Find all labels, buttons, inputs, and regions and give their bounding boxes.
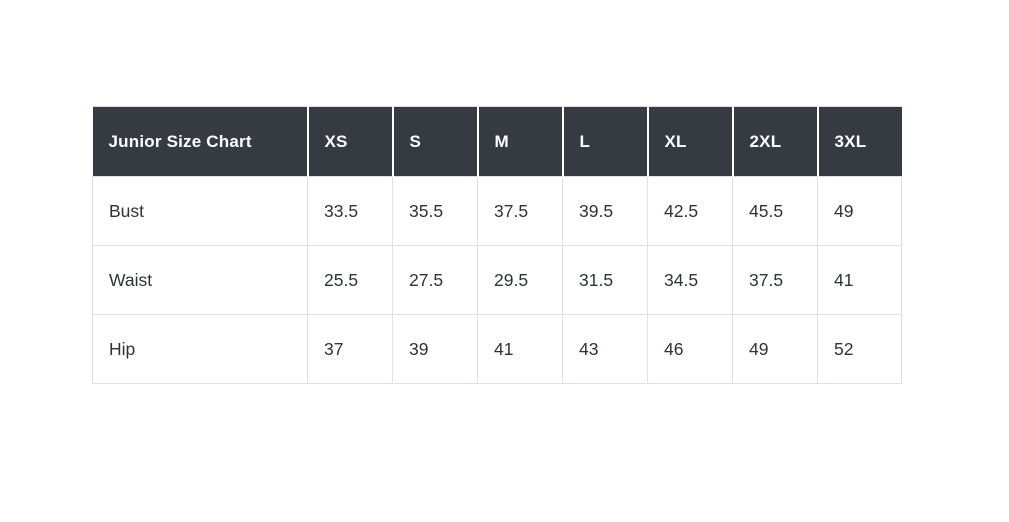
row-label-hip: Hip — [92, 314, 308, 384]
header-cell-3xl: 3XL — [817, 106, 902, 177]
table-cell: 37 — [307, 314, 393, 384]
header-cell-s: S — [392, 106, 479, 177]
table-cell: 35.5 — [392, 176, 478, 246]
header-cell-2xl: 2XL — [732, 106, 819, 177]
table-cell: 52 — [817, 314, 902, 384]
table-body: Bust 33.5 35.5 37.5 39.5 42.5 45.5 49 Wa… — [92, 176, 902, 384]
table-header: Junior Size Chart XS S M L XL 2XL 3XL — [92, 106, 902, 177]
table-row-waist: Waist 25.5 27.5 29.5 31.5 34.5 37.5 41 — [92, 245, 902, 315]
table-row-hip: Hip 37 39 41 43 46 49 52 — [92, 314, 902, 384]
table-cell: 41 — [477, 314, 563, 384]
table-cell: 45.5 — [732, 176, 818, 246]
table-cell: 31.5 — [562, 245, 648, 315]
table-cell: 42.5 — [647, 176, 733, 246]
table-cell: 37.5 — [477, 176, 563, 246]
header-row: Junior Size Chart XS S M L XL 2XL 3XL — [92, 106, 902, 177]
table-cell: 49 — [817, 176, 902, 246]
table-cell: 37.5 — [732, 245, 818, 315]
table-cell: 34.5 — [647, 245, 733, 315]
junior-size-chart-table: Junior Size Chart XS S M L XL 2XL 3XL Bu… — [92, 106, 902, 384]
row-label-waist: Waist — [92, 245, 308, 315]
table-cell: 46 — [647, 314, 733, 384]
table-cell: 49 — [732, 314, 818, 384]
table-cell: 41 — [817, 245, 902, 315]
header-cell-xs: XS — [307, 106, 394, 177]
table-cell: 39.5 — [562, 176, 648, 246]
table-cell: 33.5 — [307, 176, 393, 246]
table-cell: 27.5 — [392, 245, 478, 315]
header-cell-title: Junior Size Chart — [92, 106, 309, 177]
table-row-bust: Bust 33.5 35.5 37.5 39.5 42.5 45.5 49 — [92, 176, 902, 246]
table-cell: 43 — [562, 314, 648, 384]
header-cell-m: M — [477, 106, 564, 177]
header-cell-xl: XL — [647, 106, 734, 177]
size-chart-container: Junior Size Chart XS S M L XL 2XL 3XL Bu… — [92, 106, 902, 384]
table-cell: 39 — [392, 314, 478, 384]
row-label-bust: Bust — [92, 176, 308, 246]
table-cell: 29.5 — [477, 245, 563, 315]
table-cell: 25.5 — [307, 245, 393, 315]
header-cell-l: L — [562, 106, 649, 177]
